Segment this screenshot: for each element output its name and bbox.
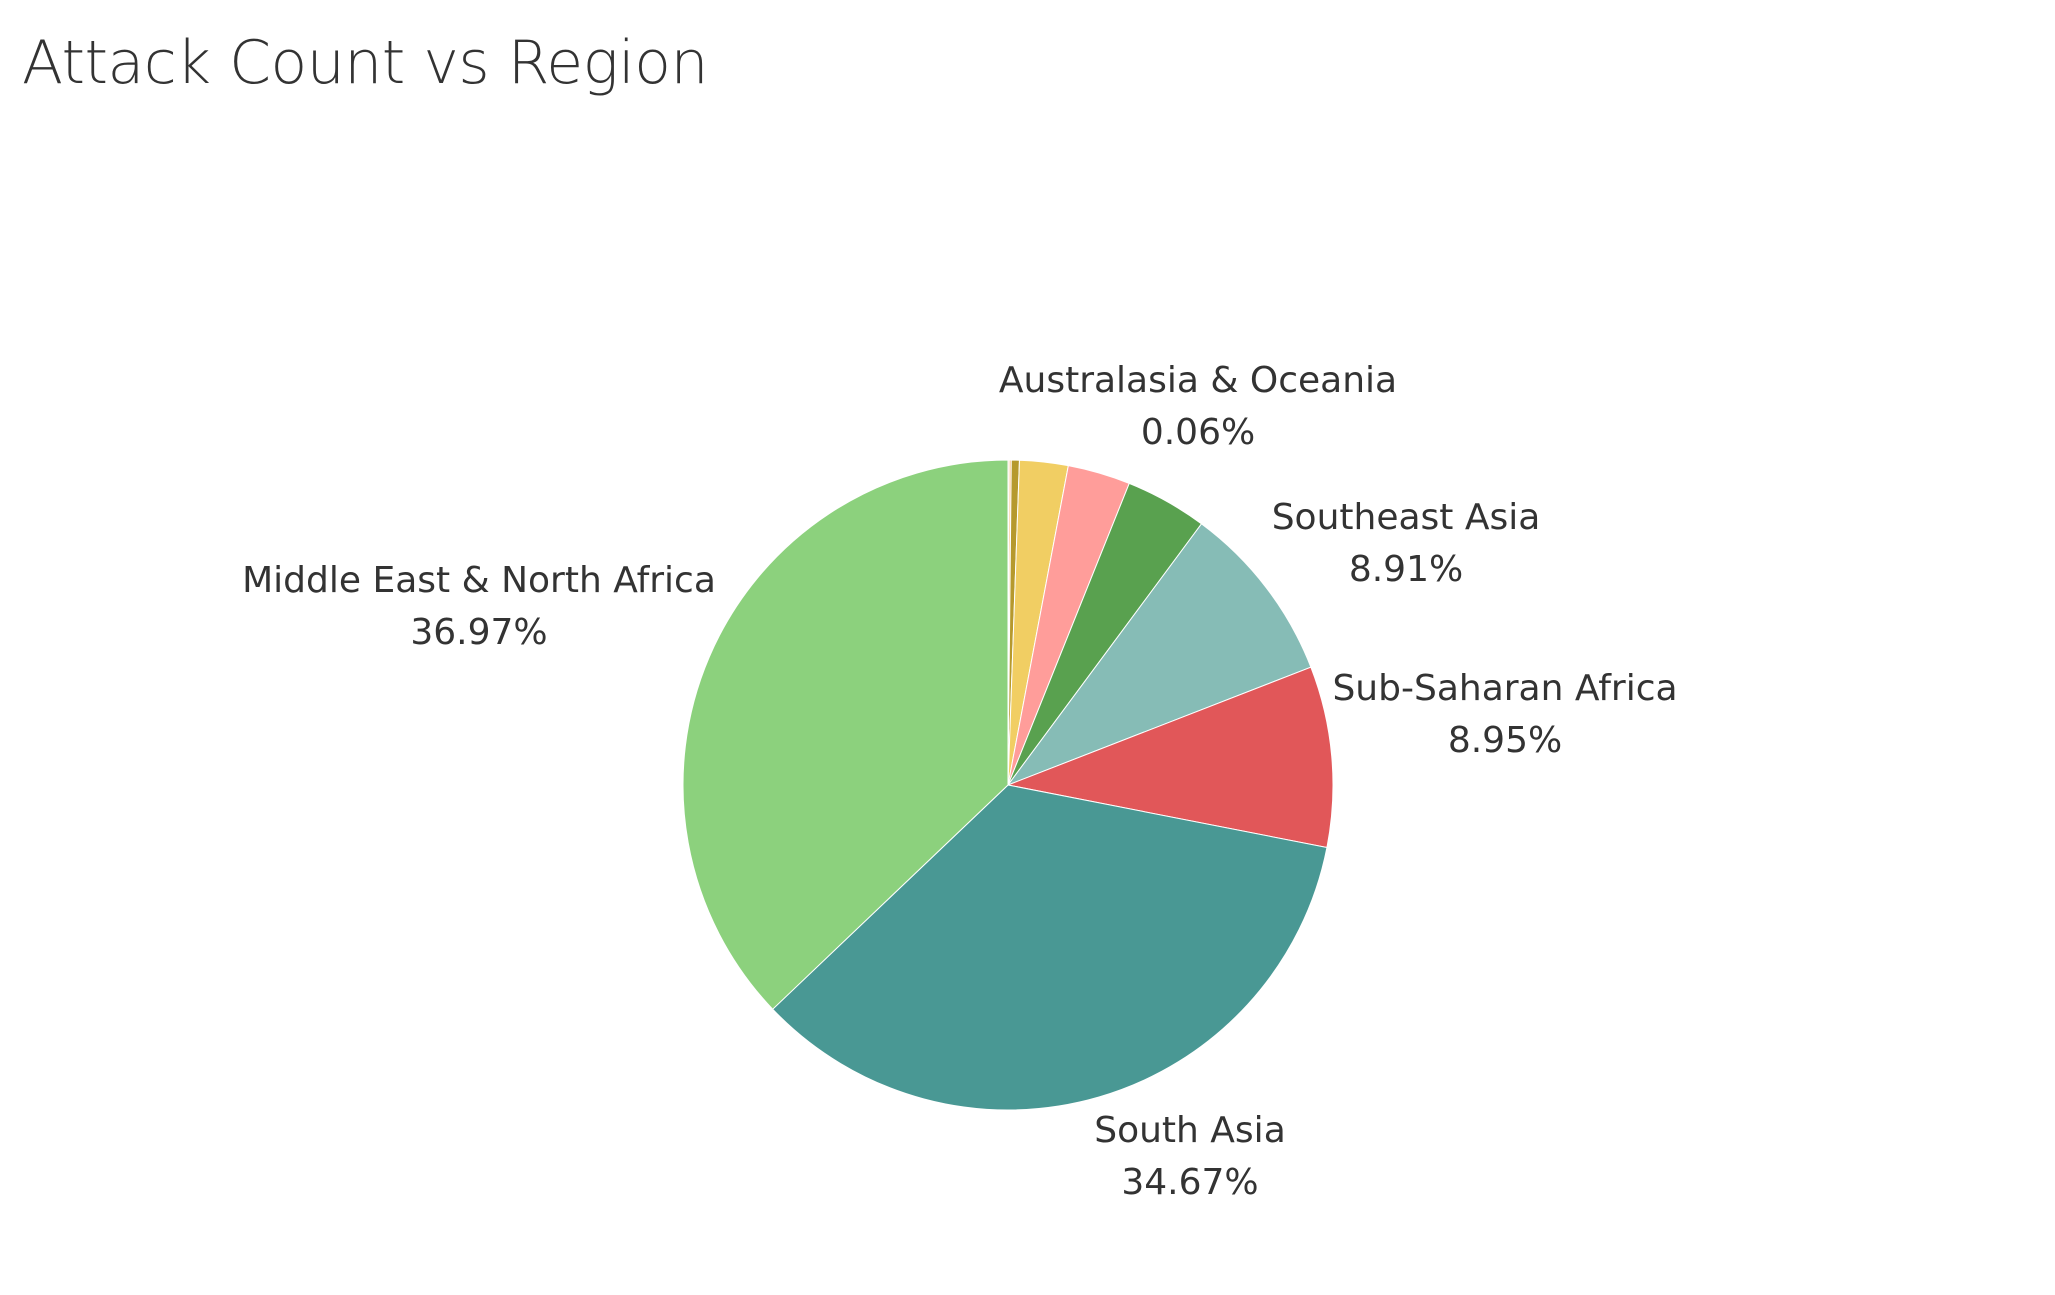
label-value: 34.67% bbox=[1121, 1162, 1258, 1203]
label-name: Southeast Asia bbox=[1272, 497, 1541, 538]
label-middle-east-north-africa: Middle East & North Africa 36.97% bbox=[242, 560, 716, 653]
label-value: 0.06% bbox=[1141, 412, 1255, 453]
pie-slice-middle-east-north-africa[interactable] bbox=[682, 459, 1009, 1010]
label-southeast-asia: Southeast Asia 8.91% bbox=[1272, 497, 1541, 590]
pie-slice-south-asia[interactable] bbox=[771, 784, 1328, 1111]
label-value: 8.95% bbox=[1448, 720, 1562, 761]
pie-slice-sub-saharan-africa[interactable] bbox=[1006, 666, 1334, 849]
label-name: Middle East & North Africa bbox=[242, 560, 716, 601]
label-sub-saharan-africa: Sub-Saharan Africa 8.95% bbox=[1332, 668, 1677, 761]
label-name: Australasia & Oceania bbox=[999, 360, 1397, 401]
chart-title: Attack Count vs Region bbox=[22, 28, 709, 98]
pie-slices bbox=[682, 459, 1334, 1111]
label-south-asia: South Asia 34.67% bbox=[1094, 1110, 1286, 1203]
label-value: 8.91% bbox=[1349, 549, 1463, 590]
label-name: Sub-Saharan Africa bbox=[1332, 668, 1677, 709]
pie-slice-southeast-asia[interactable] bbox=[1006, 523, 1312, 787]
label-name: South Asia bbox=[1094, 1110, 1286, 1151]
label-value: 36.97% bbox=[410, 612, 547, 653]
label-australasia-oceania: Australasia & Oceania 0.06% bbox=[999, 360, 1397, 453]
